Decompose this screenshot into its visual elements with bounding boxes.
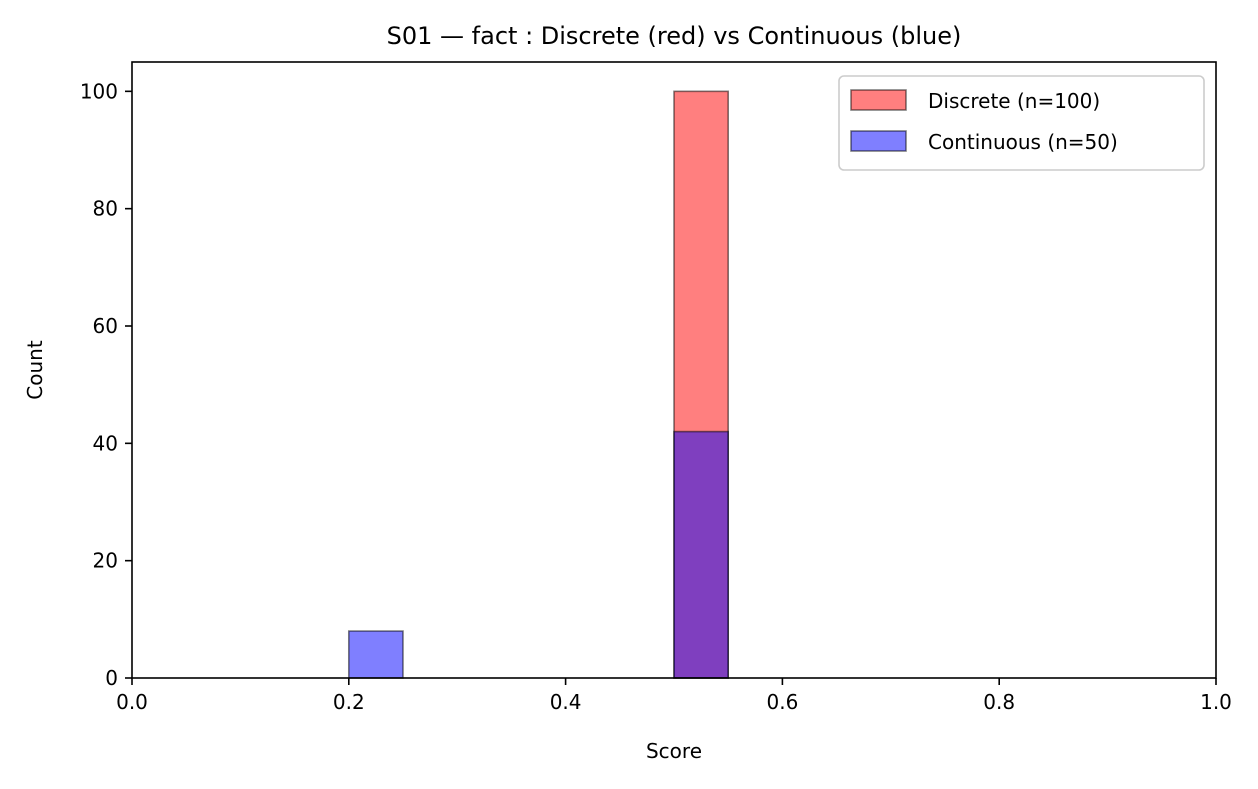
bar-series-1-bin-1 bbox=[673, 430, 730, 679]
legend-box bbox=[838, 75, 1205, 171]
y-tick-label: 0 bbox=[105, 666, 118, 690]
chart-title: S01 — fact : Discrete (red) vs Continuou… bbox=[387, 22, 962, 50]
ticks-layer: 0.0 0.2 0.4 0.6 0.8 1.0 0 20 40 60 80 100 bbox=[80, 79, 1232, 714]
legend-swatch-1 bbox=[850, 130, 907, 152]
x-tick-label: 0.4 bbox=[550, 690, 582, 714]
bars-layer bbox=[347, 90, 730, 679]
y-tick-label: 80 bbox=[93, 197, 118, 221]
y-axis-label: Count bbox=[23, 340, 47, 400]
x-tick-label: 1.0 bbox=[1200, 690, 1232, 714]
y-tick-label: 40 bbox=[93, 431, 118, 455]
legend: Discrete (n=100) Continuous (n=50) bbox=[838, 75, 1205, 171]
x-axis-label: Score bbox=[646, 739, 702, 763]
x-tick-label: 0.0 bbox=[116, 690, 148, 714]
x-tick-label: 0.8 bbox=[983, 690, 1015, 714]
x-tick-label: 0.6 bbox=[766, 690, 798, 714]
legend-swatch-0 bbox=[850, 89, 907, 111]
y-tick-label: 60 bbox=[93, 314, 118, 338]
plot-frame bbox=[131, 61, 1217, 679]
x-tick-label: 0.2 bbox=[333, 690, 365, 714]
y-tick-label: 20 bbox=[93, 549, 118, 573]
legend-label-0: Discrete (n=100) bbox=[928, 89, 1100, 113]
bar-series-1-bin-0 bbox=[347, 630, 404, 679]
legend-label-1: Continuous (n=50) bbox=[928, 130, 1118, 154]
y-tick-label: 100 bbox=[80, 79, 118, 103]
